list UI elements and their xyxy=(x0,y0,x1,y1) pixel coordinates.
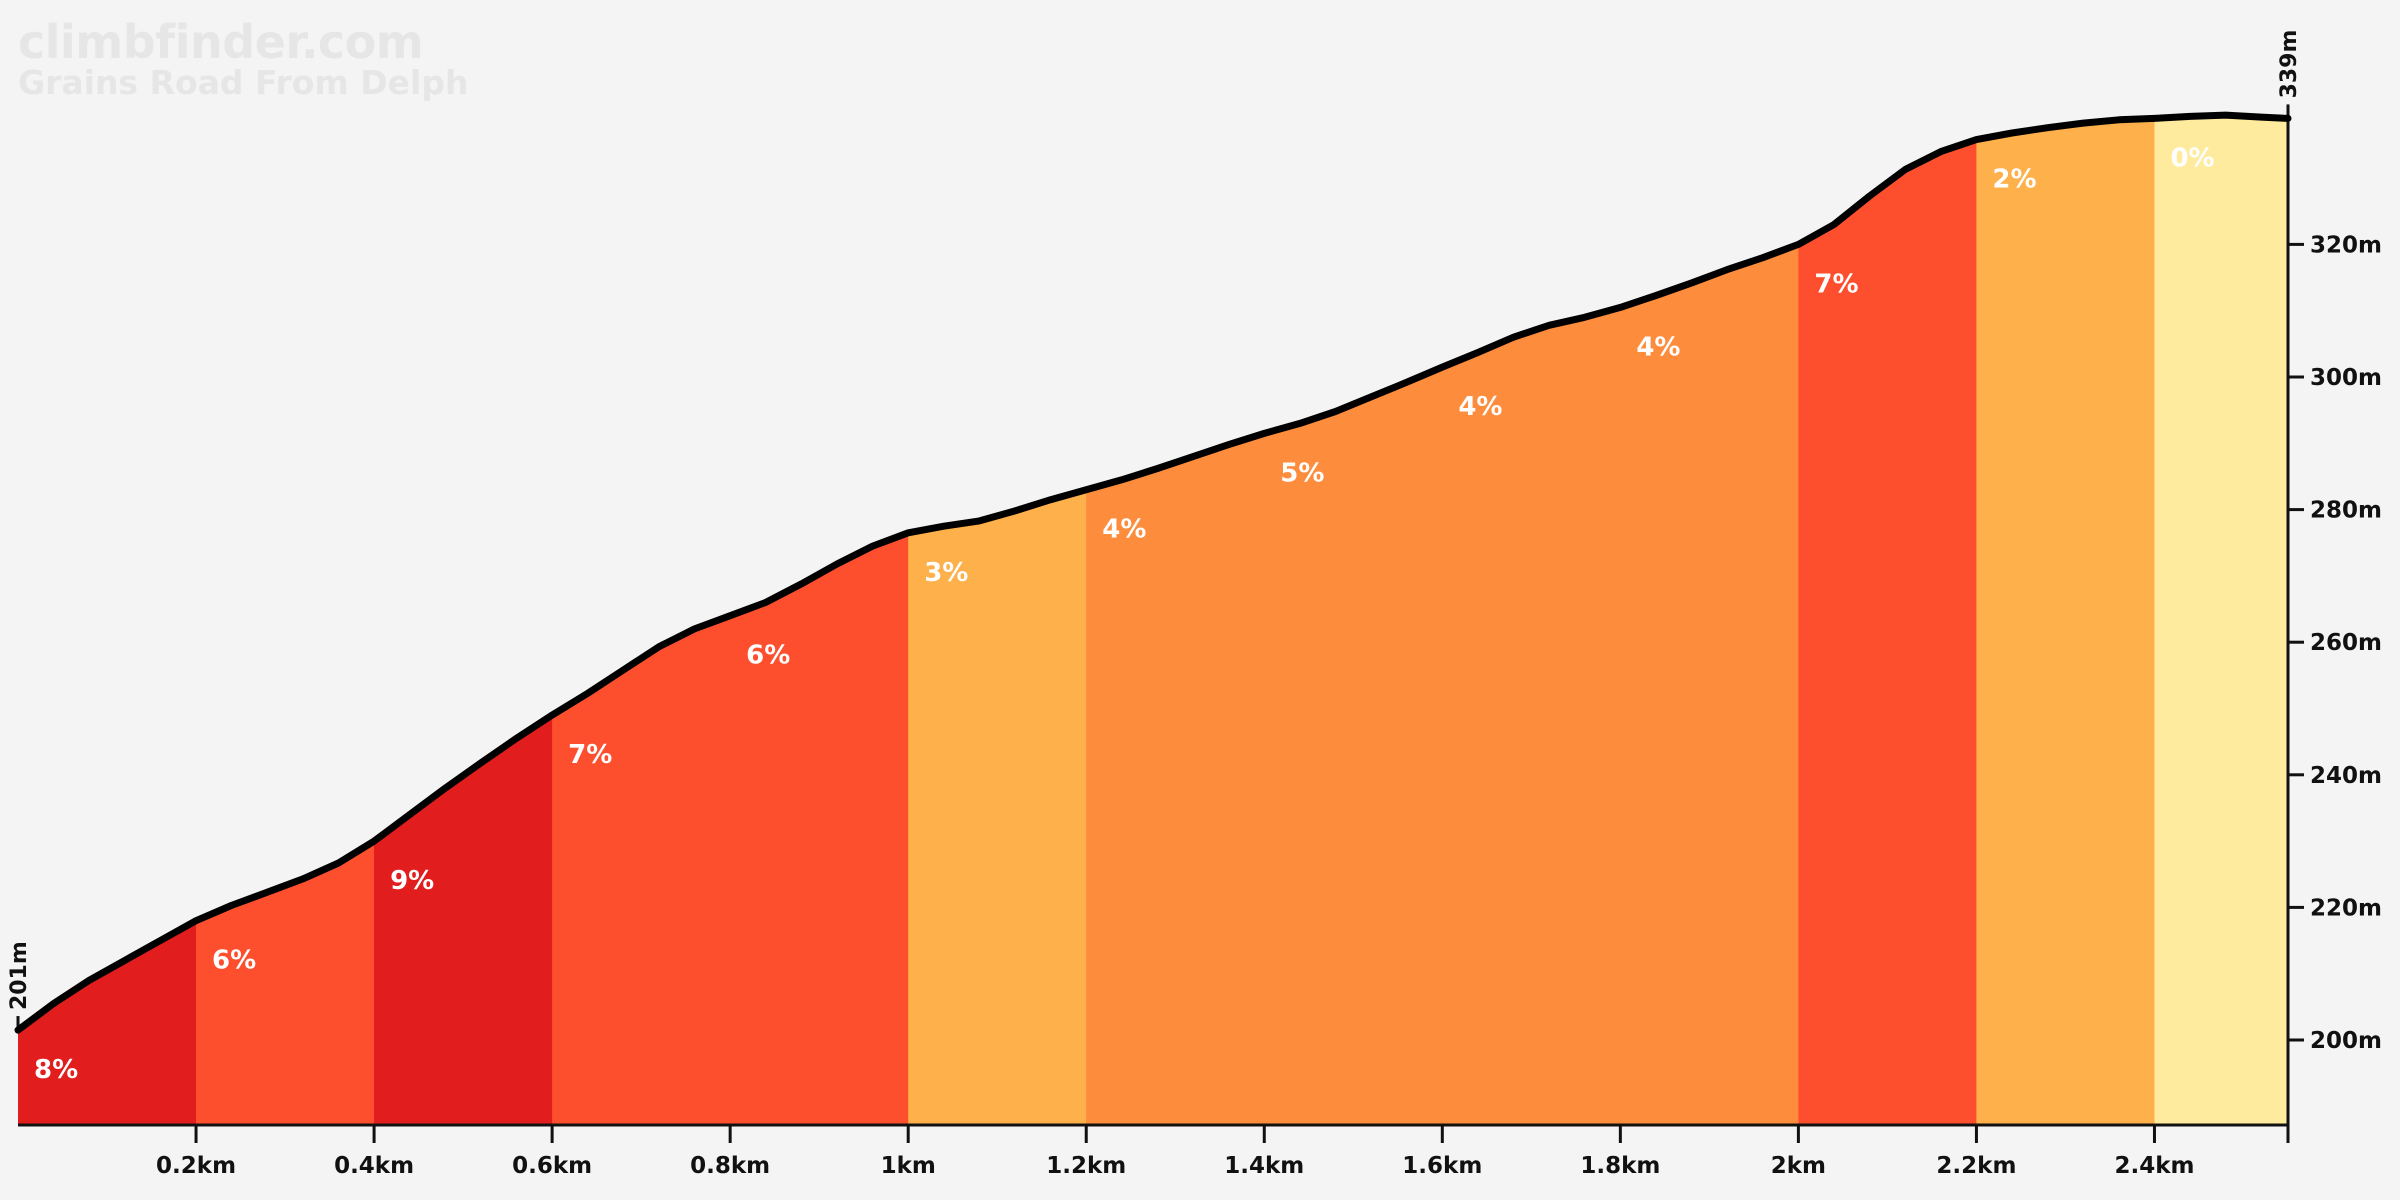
y-tick-label: 220m xyxy=(2310,895,2382,921)
y-tick-label: 260m xyxy=(2310,630,2382,656)
grade-segment-11 xyxy=(1798,115,1977,1125)
x-tick-label: 1.8km xyxy=(1580,1153,1660,1179)
x-tick-label: 1.6km xyxy=(1402,1153,1482,1179)
end-elevation-label: 339m xyxy=(2277,30,2302,99)
y-tick-label: 320m xyxy=(2310,232,2382,258)
grade-label-3: 9% xyxy=(390,866,434,896)
grade-segment-13 xyxy=(2154,115,2288,1125)
y-tick-label: 240m xyxy=(2310,763,2382,789)
x-tick-label: 1.2km xyxy=(1046,1153,1126,1179)
grade-labels: 8% 6% 9% 7% 6% 3% 4% 5% 4% 4% 7% 2% 0% xyxy=(34,143,2215,1085)
axes: 0.2km 0.4km 0.6km 0.8km 1km 1.2km 1.4km 1.6km 1.… xyxy=(7,30,2382,1179)
grade-label-10: 4% xyxy=(1636,332,1680,362)
x-tick-label: 0.4km xyxy=(334,1153,414,1179)
x-tick-label: 0.8km xyxy=(690,1153,770,1179)
grade-label-4: 7% xyxy=(568,740,612,770)
grade-segment-10 xyxy=(1620,115,1799,1125)
grade-segment-9 xyxy=(1442,115,1621,1125)
grade-label-9: 4% xyxy=(1458,392,1502,422)
x-tick-label: 0.2km xyxy=(156,1153,236,1179)
elevation-line xyxy=(14,111,2292,1034)
x-tick-label: 1.4km xyxy=(1224,1153,1304,1179)
grade-segment-4 xyxy=(552,115,731,1125)
grade-segment-8 xyxy=(1264,115,1443,1125)
grade-label-1: 8% xyxy=(34,1055,78,1085)
grade-label-7: 4% xyxy=(1102,515,1146,545)
y-tick-label: 200m xyxy=(2310,1028,2382,1054)
x-tick-label: 2.4km xyxy=(2114,1153,2194,1179)
x-tick-label: 2.2km xyxy=(1936,1153,2016,1179)
y-tick-label: 280m xyxy=(2310,498,2382,524)
grade-segment-1 xyxy=(18,115,197,1125)
x-tick-label: 1km xyxy=(881,1153,936,1179)
grade-label-2: 6% xyxy=(212,946,256,976)
grade-segment-7 xyxy=(1086,115,1265,1125)
grade-segments xyxy=(18,115,2288,1125)
grade-label-11: 7% xyxy=(1814,269,1858,299)
grade-label-5: 6% xyxy=(746,641,790,671)
grade-segment-3 xyxy=(374,115,553,1125)
grade-label-13: 0% xyxy=(2170,143,2214,173)
x-tick-label: 0.6km xyxy=(512,1153,592,1179)
start-elevation-label: 201m xyxy=(7,941,32,1010)
x-tick-label: 2km xyxy=(1771,1153,1826,1179)
grade-label-12: 2% xyxy=(1992,165,2036,195)
y-tick-label: 300m xyxy=(2310,365,2382,391)
grade-label-6: 3% xyxy=(924,558,968,588)
grade-label-8: 5% xyxy=(1280,458,1324,488)
grade-segment-5 xyxy=(730,115,909,1125)
grade-segment-12 xyxy=(1976,115,2155,1125)
